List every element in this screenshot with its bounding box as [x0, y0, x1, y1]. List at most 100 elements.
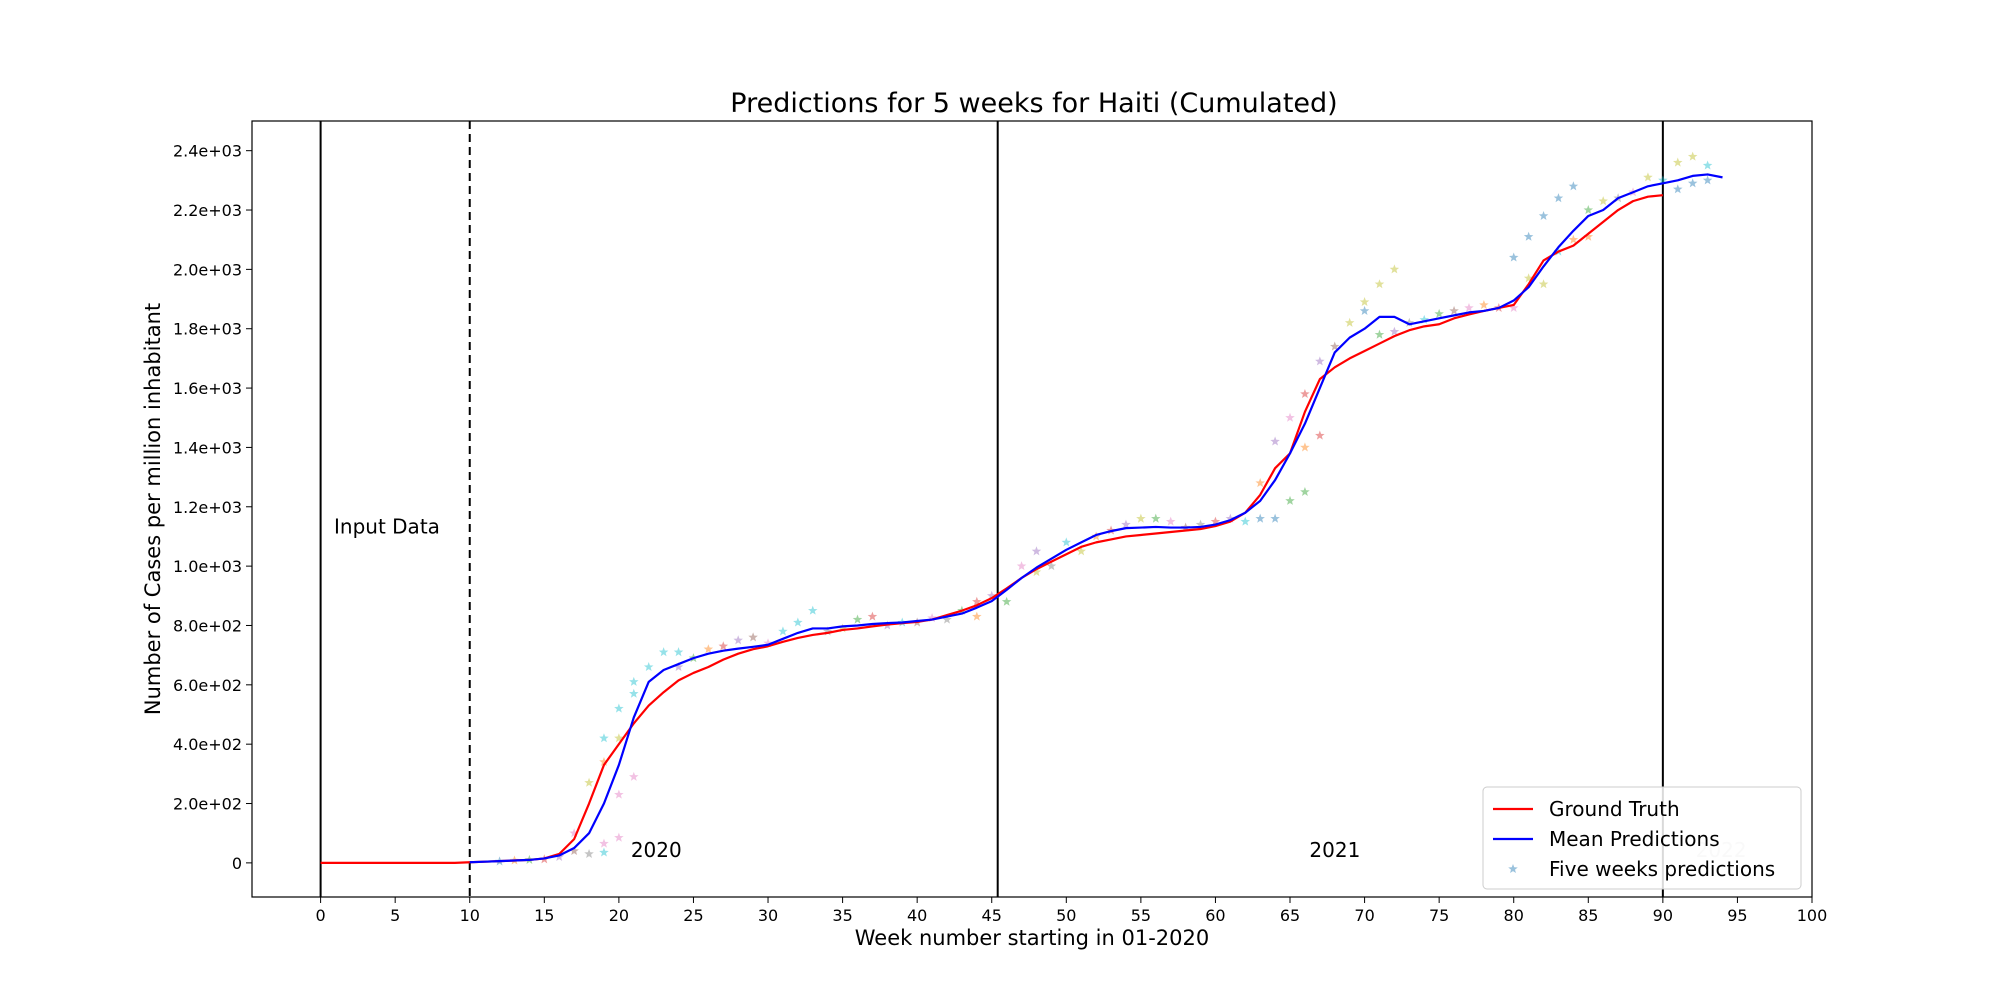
prediction-star-point — [1344, 317, 1355, 327]
prediction-star-point — [599, 756, 609, 767]
prediction-star-point — [1315, 430, 1325, 440]
x-tick-label: 30 — [758, 906, 778, 925]
x-axis: 0 5 10 15 20 25 30 35 40 45 50 55 60 65 70 75 80 85 90 95 10… — [316, 897, 1828, 925]
prediction-star-point — [614, 832, 624, 842]
prediction-star-point — [1643, 172, 1653, 182]
legend-entry-label: Five weeks predictions — [1549, 857, 1775, 881]
prediction-star-point — [569, 828, 579, 838]
prediction-star-point — [629, 688, 639, 698]
prediction-star-point — [793, 617, 803, 627]
prediction-star-point — [1315, 356, 1325, 366]
x-tick-label: 40 — [907, 906, 927, 925]
y-tick-label: 2.0e+03 — [173, 260, 242, 279]
prediction-star-point — [1210, 516, 1221, 526]
prediction-star-point — [1240, 516, 1251, 526]
prediction-star-point — [822, 626, 833, 636]
chart-title: Predictions for 5 weeks for Haiti (Cumul… — [730, 88, 1337, 119]
x-tick-label: 20 — [609, 906, 629, 925]
y-tick-label: 2.4e+03 — [173, 142, 242, 161]
x-tick-label: 55 — [1131, 906, 1151, 925]
x-tick-label: 45 — [982, 906, 1002, 925]
prediction-star-point — [1687, 151, 1698, 161]
y-axis-label: Number of Cases per million inhabitant — [141, 303, 165, 715]
prediction-star-point — [1285, 495, 1295, 505]
x-tick-label: 80 — [1504, 906, 1524, 925]
prediction-star-point — [852, 614, 863, 624]
prediction-star-point — [1300, 389, 1310, 399]
prediction-star-point — [614, 789, 624, 799]
prediction-star-point — [972, 611, 982, 621]
x-tick-label: 85 — [1578, 906, 1598, 925]
y-tick-label: 4.0e+02 — [173, 735, 242, 754]
prediction-star-point — [1464, 302, 1474, 312]
prediction-star-point — [1285, 412, 1295, 422]
y-tick-label: 1.4e+03 — [173, 438, 242, 457]
prediction-star-point — [1434, 308, 1444, 318]
prediction-star-point — [1419, 314, 1429, 324]
prediction-star-point — [942, 614, 952, 624]
y-tick-label: 6.0e+02 — [173, 676, 242, 695]
prediction-star-point — [927, 613, 937, 623]
prediction-star-point — [1598, 196, 1608, 206]
y-axis: 0 2.0e+02 4.0e+02 6.0e+02 8.0e+02 1.0e+03 1.2e… — [173, 142, 252, 873]
prediction-star-point — [867, 611, 878, 621]
prediction-star-point — [748, 632, 758, 642]
x-tick-label: 75 — [1429, 906, 1449, 925]
x-tick-label: 60 — [1205, 906, 1225, 925]
y-tick-label: 1.6e+03 — [173, 379, 242, 398]
x-tick-label: 25 — [683, 906, 703, 925]
prediction-star-point — [1583, 205, 1594, 215]
prediction-star-point — [1658, 175, 1668, 185]
plot-frame — [251, 120, 1813, 898]
y-tick-label: 8.0e+02 — [173, 616, 242, 635]
prediction-star-point — [1523, 231, 1534, 241]
prediction-star-point — [1702, 160, 1713, 170]
prediction-star-point — [1300, 486, 1310, 496]
x-tick-label: 100 — [1797, 906, 1828, 925]
prediction-star-point — [1404, 317, 1415, 327]
prediction-star-point — [1046, 561, 1057, 571]
prediction-star-point — [1270, 513, 1280, 523]
prediction-star-point — [614, 703, 624, 713]
prediction-star-point — [703, 644, 714, 654]
prediction-star-point — [837, 623, 848, 633]
prediction-star-point — [1583, 231, 1594, 241]
prediction-star-point — [1031, 567, 1042, 577]
prediction-star-point — [1121, 519, 1131, 529]
prediction-star-point — [599, 838, 609, 848]
prediction-star-point — [1330, 341, 1340, 351]
prediction-star-point — [629, 771, 639, 781]
prediction-star-point — [1270, 436, 1280, 446]
prediction-star-point — [673, 662, 684, 672]
prediction-star-point — [643, 662, 654, 672]
prediction-star-point — [733, 635, 743, 645]
annotation-label: 2021 — [1309, 838, 1360, 862]
prediction-star-point — [584, 848, 594, 859]
prediction-star-point — [1136, 513, 1146, 523]
prediction-star-point — [1300, 442, 1310, 452]
prediction-star-point — [1389, 326, 1400, 336]
prediction-star-point — [569, 846, 579, 856]
x-tick-label: 50 — [1056, 906, 1076, 925]
x-tick-label: 10 — [460, 906, 480, 925]
prediction-star-point — [1359, 305, 1370, 315]
x-tick-label: 5 — [390, 906, 400, 925]
prediction-star-point — [599, 847, 609, 857]
legend-swatch-star — [1508, 864, 1518, 874]
y-tick-label: 1.2e+03 — [173, 498, 242, 517]
y-tick-label: 1.0e+03 — [173, 557, 242, 576]
prediction-star-point — [1508, 302, 1519, 312]
prediction-star-point — [1568, 234, 1579, 244]
prediction-star-point — [1538, 279, 1549, 289]
prediction-star-point — [1165, 516, 1176, 526]
plot-area: Input Data202020212022 — [319, 121, 1747, 897]
prediction-star-point — [584, 777, 594, 787]
prediction-star-point — [1553, 193, 1564, 203]
prediction-star-point — [1449, 305, 1459, 315]
y-tick-label: 0 — [232, 854, 242, 873]
prediction-star-point — [1225, 513, 1236, 523]
x-axis-label: Week number starting in 01-2020 — [855, 926, 1209, 950]
y-tick-label: 2.2e+03 — [173, 201, 242, 220]
x-tick-label: 95 — [1727, 906, 1747, 925]
